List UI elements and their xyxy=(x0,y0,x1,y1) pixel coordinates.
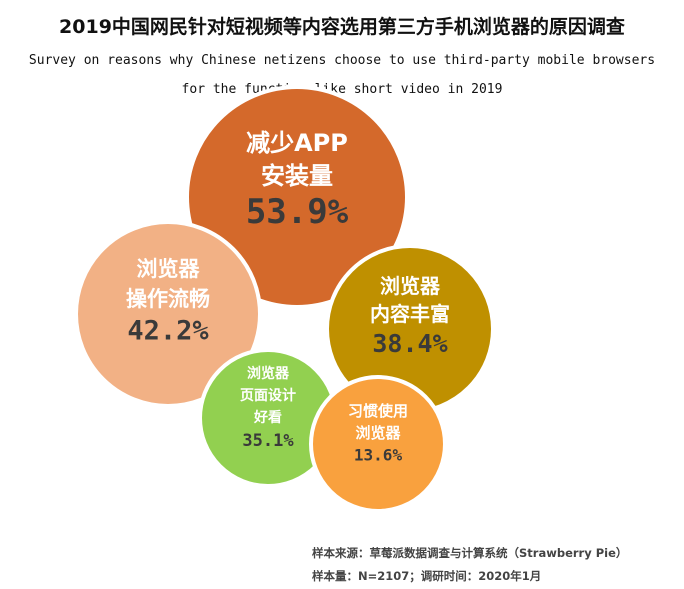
bubble-value: 42.2% xyxy=(127,316,209,347)
chart-title: 2019中国网民针对短视频等内容选用第三方手机浏览器的原因调查 xyxy=(59,16,625,38)
bubble-label-line: 操作流畅 xyxy=(126,287,210,311)
bubble-circle xyxy=(309,375,447,513)
bubble-label-line: 浏览器 xyxy=(380,274,441,298)
bubble-value: 53.9% xyxy=(246,192,349,232)
chart-subtitle-line-1: Survey on reasons why Chinese netizens c… xyxy=(28,53,656,68)
bubble-label-line: 好看 xyxy=(253,409,282,426)
bubble-circle xyxy=(185,85,409,309)
bubble-label-line: 安装量 xyxy=(261,162,333,190)
bubble-circle xyxy=(74,220,262,408)
bubble-value: 35.1% xyxy=(242,431,294,451)
bubble-label-line: 内容丰富 xyxy=(370,302,450,326)
sample-footnote: 样本量：N=2107；调研时间：2020年1月 xyxy=(312,569,542,583)
source-footnote: 样本来源：草莓派数据调查与计算系统（Strawberry Pie） xyxy=(312,546,628,560)
bubble-label-line: 习惯使用 xyxy=(348,402,408,420)
bubble-label-line: 页面设计 xyxy=(240,387,296,404)
bubble-label-line: 浏览器 xyxy=(247,365,290,382)
bubble-label-line: 浏览器 xyxy=(137,257,201,281)
bubble-label-line: 减少APP xyxy=(246,129,348,157)
bubble-value: 38.4% xyxy=(372,329,447,358)
bubble-value: 13.6% xyxy=(354,446,403,465)
bubble-label-line: 浏览器 xyxy=(355,424,401,442)
